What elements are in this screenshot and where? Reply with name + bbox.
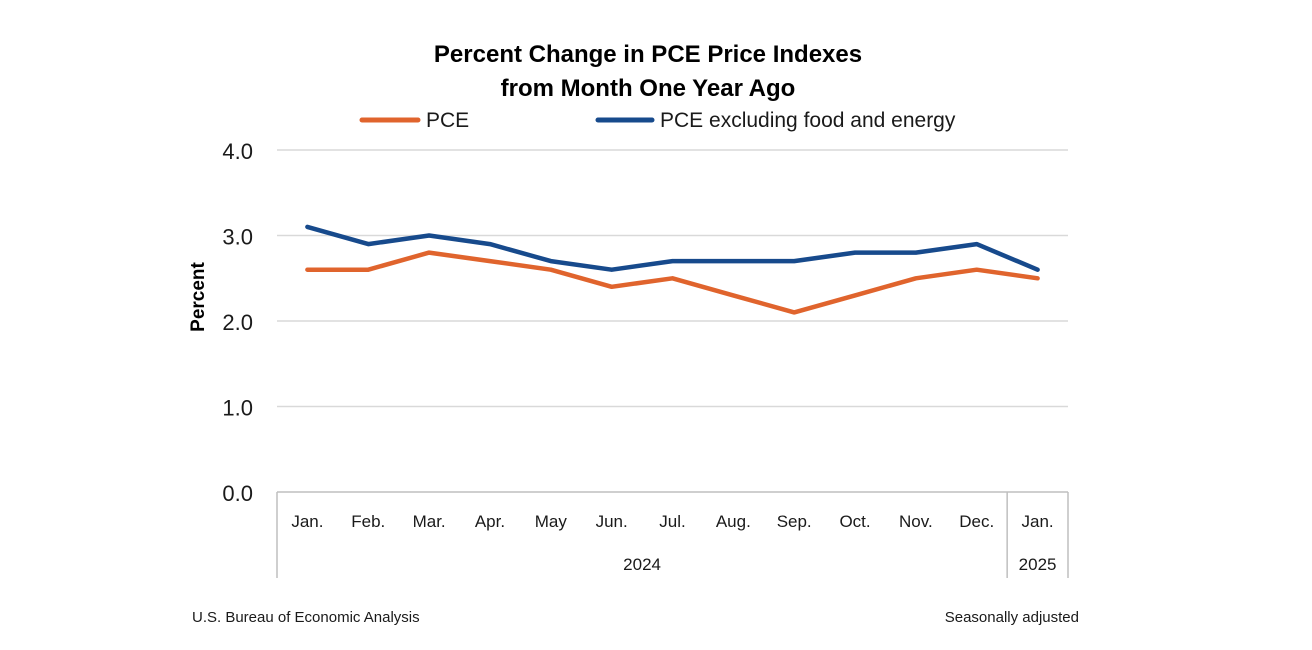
seasonal-note: Seasonally adjusted bbox=[945, 609, 1079, 626]
x-tick-label: Nov. bbox=[899, 512, 933, 531]
y-tick-label: 2.0 bbox=[222, 310, 253, 335]
y-tick-label: 4.0 bbox=[222, 139, 253, 164]
x-tick-label: Oct. bbox=[839, 512, 870, 531]
series-lines bbox=[305, 224, 1040, 315]
x-tick-label: Apr. bbox=[475, 512, 505, 531]
y-axis-label: Percent bbox=[188, 261, 209, 331]
legend: PCE PCE excluding food and energy bbox=[359, 109, 956, 132]
x-tick-label: Jan. bbox=[1022, 512, 1054, 531]
x-tick-label: Jun. bbox=[596, 512, 628, 531]
x-tick-label: Dec. bbox=[959, 512, 994, 531]
year-label: 2025 bbox=[1019, 555, 1057, 574]
x-tick-label: Jul. bbox=[659, 512, 685, 531]
legend-label: PCE excluding food and energy bbox=[660, 109, 956, 132]
source-note: U.S. Bureau of Economic Analysis bbox=[192, 609, 420, 626]
y-axis-ticks: 0.0 1.0 2.0 3.0 4.0 bbox=[222, 139, 253, 506]
x-tick-label: Aug. bbox=[716, 512, 751, 531]
y-tick-label: 0.0 bbox=[222, 481, 253, 506]
x-tick-label: Sep. bbox=[777, 512, 812, 531]
x-tick-label: Feb. bbox=[351, 512, 385, 531]
gridlines bbox=[277, 149, 1068, 408]
x-tick-label: Jan. bbox=[291, 512, 323, 531]
chart-title-line-1: Percent Change in PCE Price Indexes bbox=[434, 41, 862, 68]
x-tick-label: May bbox=[535, 512, 568, 531]
x-tick-label: Mar. bbox=[413, 512, 446, 531]
x-axis: Jan. Feb. Mar. Apr. May Jun. Jul. Aug. Sep. Oct. N… bbox=[276, 491, 1069, 578]
y-tick-label: 3.0 bbox=[222, 225, 253, 250]
legend-label: PCE bbox=[426, 109, 469, 132]
series-line-pce bbox=[305, 250, 1040, 315]
chart-title-line-2: from Month One Year Ago bbox=[501, 75, 796, 102]
year-label: 2024 bbox=[623, 555, 661, 574]
y-tick-label: 1.0 bbox=[222, 396, 253, 421]
series-line-pce-core bbox=[305, 224, 1040, 272]
